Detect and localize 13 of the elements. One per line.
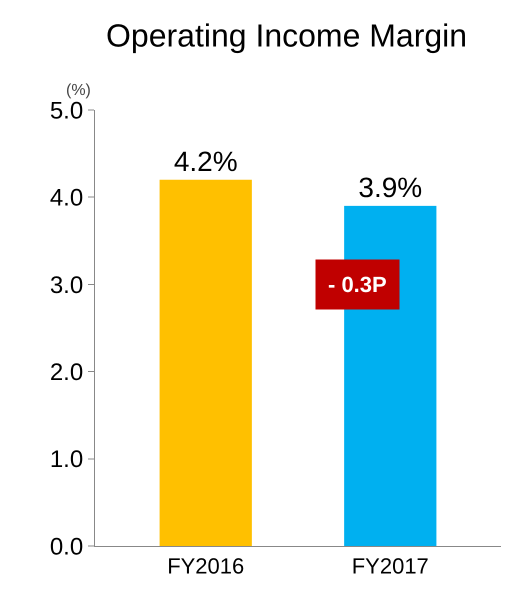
x-tick-label: FY2016	[167, 553, 244, 578]
y-tick-label: 0.0	[50, 533, 84, 560]
x-tick-label: FY2017	[352, 553, 429, 578]
data-label: 3.9%	[358, 172, 422, 203]
annotation: - 0.3P	[328, 272, 387, 297]
y-tick-label: 5.0	[50, 97, 84, 124]
y-tick-label: 3.0	[50, 272, 84, 299]
chart-title: Operating Income Margin	[106, 18, 468, 54]
y-tick-label: 1.0	[50, 446, 84, 474]
y-tick-label: 4.0	[50, 184, 84, 212]
data-label: 4.2%	[174, 146, 238, 177]
y-axis-title: (%)	[66, 82, 91, 99]
y-tick-label: 2.0	[50, 359, 84, 386]
